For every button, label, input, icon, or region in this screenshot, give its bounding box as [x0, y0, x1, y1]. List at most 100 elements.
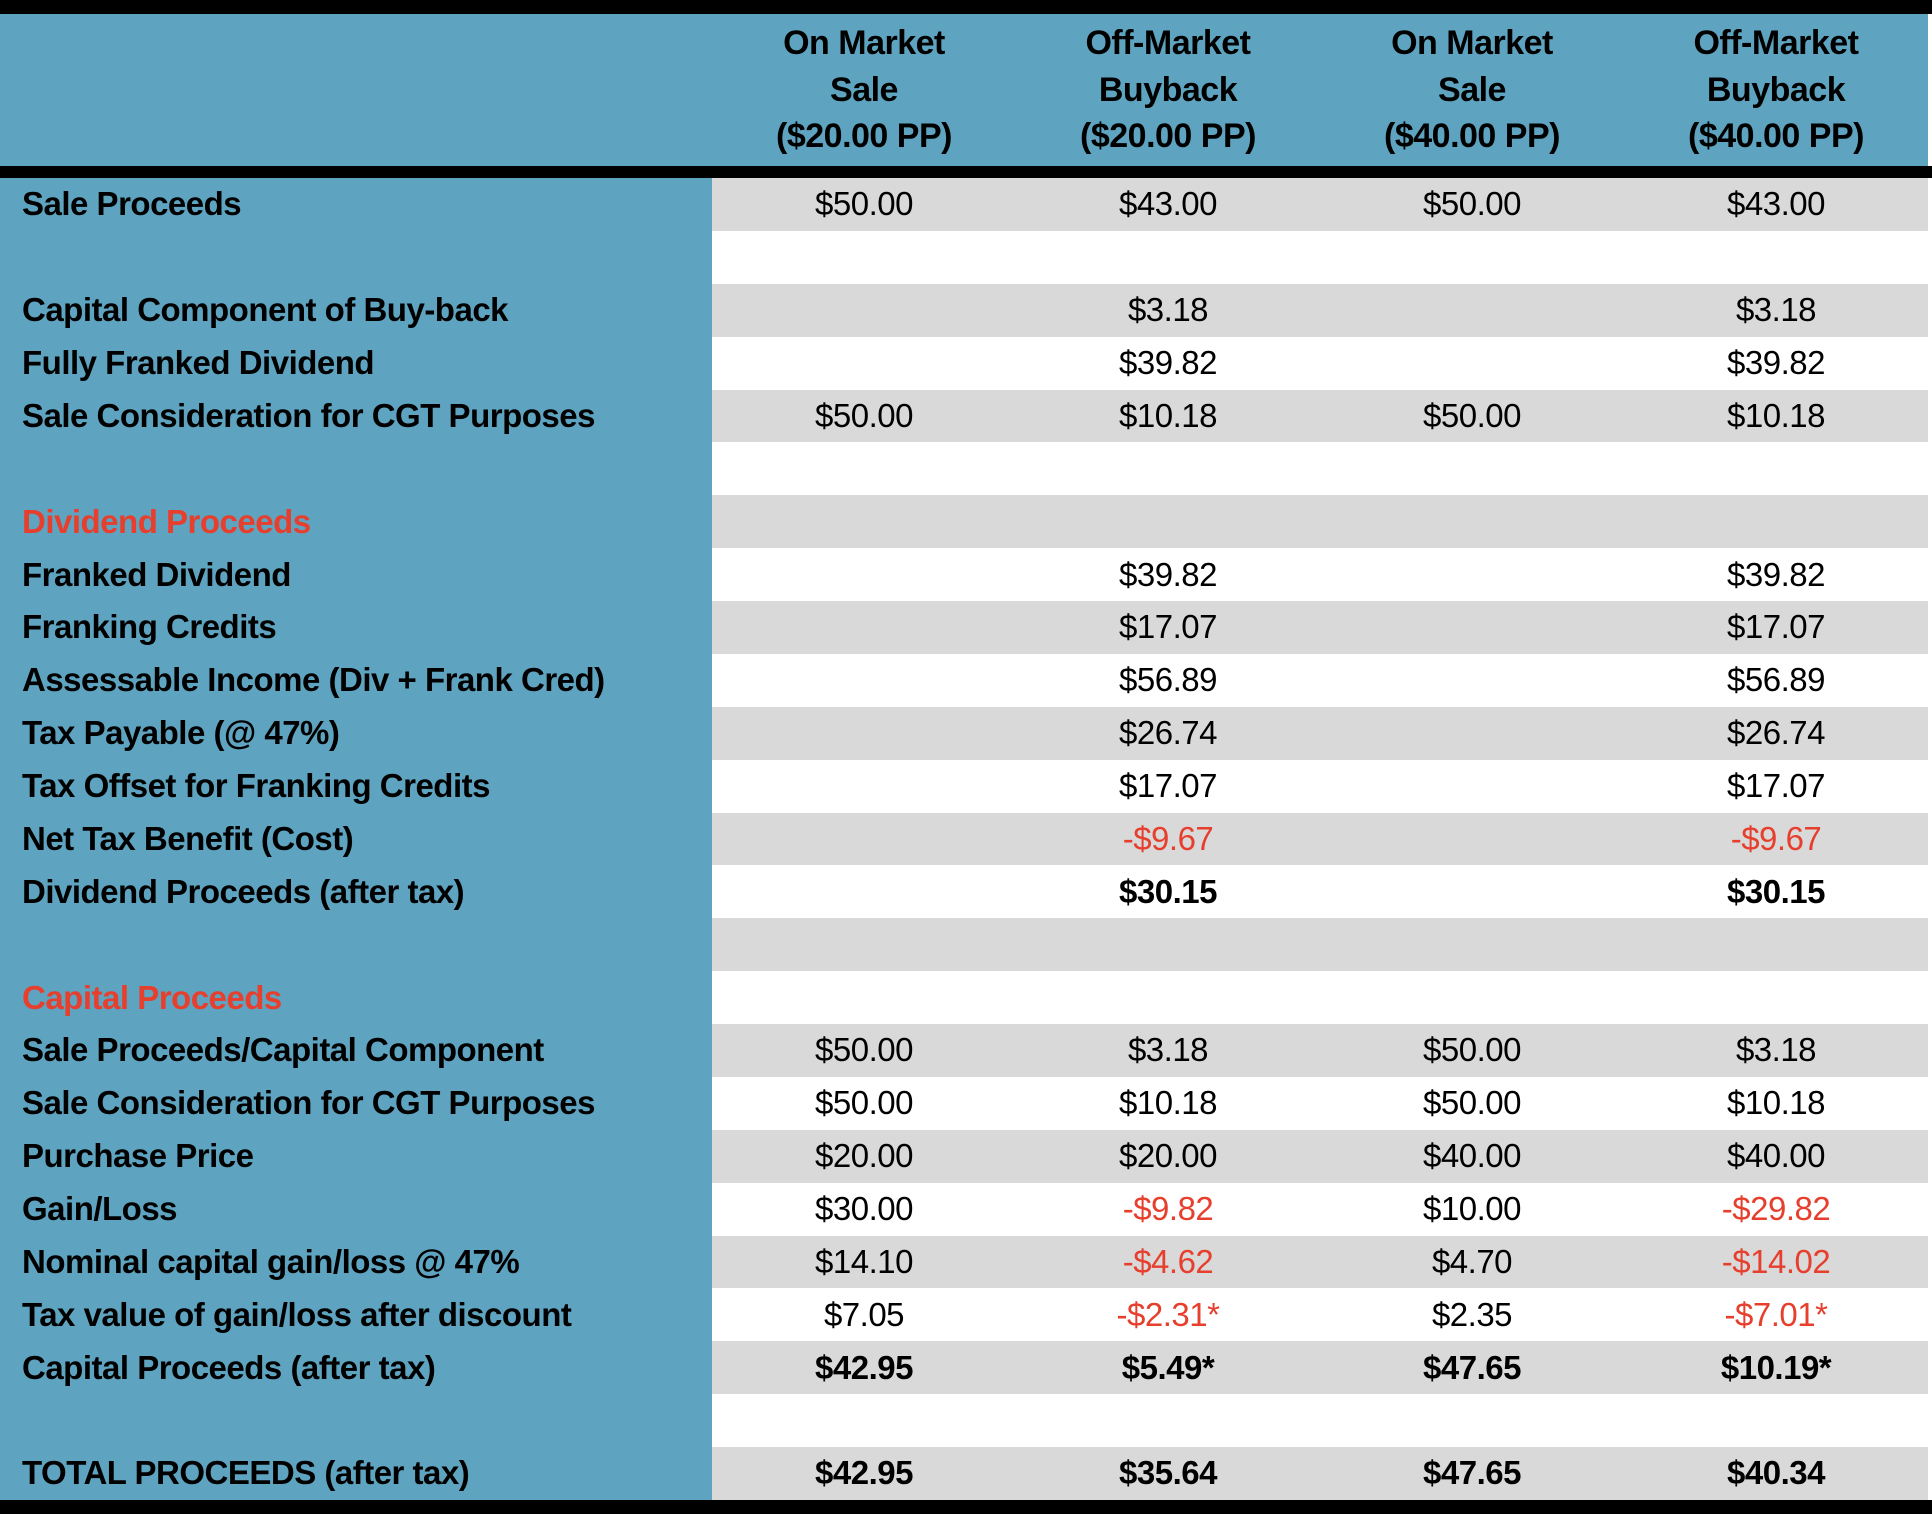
value-cell	[712, 601, 1016, 654]
value-cell: $2.35	[1320, 1288, 1624, 1342]
row-label: Franked Dividend	[0, 548, 712, 601]
value-cell: $40.00	[1624, 1129, 1928, 1183]
value-cell: $56.89	[1016, 653, 1320, 707]
value-cell: $17.07	[1624, 759, 1928, 813]
value-cell	[1320, 548, 1624, 601]
value-cell: $39.82	[1016, 336, 1320, 390]
value-cell	[1320, 601, 1624, 654]
value-cell: -$4.62	[1016, 1235, 1320, 1289]
value-cell	[1320, 336, 1624, 390]
value-cell: $39.82	[1624, 336, 1928, 390]
value-cell	[1624, 230, 1928, 284]
value-cell	[1320, 918, 1624, 972]
value-cell	[712, 1394, 1016, 1447]
value-cell: $3.18	[1016, 1024, 1320, 1077]
table-row: Sale Consideration for CGT Purposes $50.…	[0, 1076, 1932, 1130]
value-cell: $26.74	[1624, 706, 1928, 760]
table-row: Capital Proceeds	[0, 971, 1932, 1024]
row-label	[0, 230, 712, 284]
value-cell: -$2.31*	[1016, 1288, 1320, 1342]
value-cell: $56.89	[1624, 653, 1928, 707]
bottom-border	[0, 1500, 1932, 1514]
value-cell: $20.00	[712, 1129, 1016, 1183]
table-row: Capital Proceeds (after tax) $42.95 $5.49…	[0, 1341, 1932, 1395]
value-cell	[1320, 759, 1624, 813]
value-cell: $10.00	[1320, 1182, 1624, 1236]
value-cell	[1320, 283, 1624, 337]
value-cell	[712, 283, 1016, 337]
value-cell: -$9.67	[1016, 812, 1320, 866]
table-body: Sale Proceeds $50.00 $43.00 $50.00 $43.00 C…	[0, 178, 1932, 1500]
row-label	[0, 918, 712, 972]
top-border	[0, 0, 1932, 14]
value-cell	[712, 865, 1016, 919]
value-cell: $10.19*	[1624, 1341, 1928, 1395]
value-cell: $47.65	[1320, 1341, 1624, 1395]
row-label: Nominal capital gain/loss @ 47%	[0, 1235, 712, 1289]
value-cell: $50.00	[1320, 178, 1624, 231]
value-cell	[1624, 1394, 1928, 1447]
value-cell	[1320, 706, 1624, 760]
value-cell	[712, 548, 1016, 601]
value-cell	[712, 706, 1016, 760]
row-label: Sale Proceeds	[0, 178, 712, 231]
table-row: Sale Proceeds/Capital Component $50.00 $3…	[0, 1024, 1932, 1077]
column-header: On Market Sale ($40.00 PP)	[1320, 14, 1624, 166]
row-label: Fully Franked Dividend	[0, 336, 712, 390]
row-label	[0, 442, 712, 496]
value-cell	[1016, 918, 1320, 972]
column-header: Off-Market Buyback ($40.00 PP)	[1624, 14, 1928, 166]
row-label: TOTAL PROCEEDS (after tax)	[0, 1447, 712, 1500]
row-label: Capital Proceeds	[0, 971, 712, 1024]
header-label-spacer	[0, 14, 712, 166]
value-cell	[1624, 971, 1928, 1024]
row-label: Net Tax Benefit (Cost)	[0, 812, 712, 866]
value-cell	[1320, 865, 1624, 919]
value-cell: $35.64	[1016, 1447, 1320, 1500]
row-label: Sale Consideration for CGT Purposes	[0, 1076, 712, 1130]
value-cell: $17.07	[1016, 759, 1320, 813]
value-cell	[1320, 1394, 1624, 1447]
value-cell: -$9.67	[1624, 812, 1928, 866]
row-label	[0, 1394, 712, 1447]
table-row: Tax Payable (@ 47%) $26.74 $26.74	[0, 706, 1932, 760]
table-row: Capital Component of Buy-back $3.18 $3.18	[0, 283, 1932, 337]
row-label: Tax value of gain/loss after discount	[0, 1288, 712, 1342]
value-cell: $43.00	[1016, 178, 1320, 231]
value-cell: $50.00	[1320, 1076, 1624, 1130]
value-cell: $47.65	[1320, 1447, 1624, 1500]
value-cell: $17.07	[1016, 601, 1320, 654]
table-row: Franked Dividend $39.82 $39.82	[0, 548, 1932, 601]
value-cell: $10.18	[1016, 1076, 1320, 1130]
row-label: Franking Credits	[0, 601, 712, 654]
row-label: Purchase Price	[0, 1129, 712, 1183]
table-row: Nominal capital gain/loss @ 47% $14.10 -$…	[0, 1235, 1932, 1289]
value-cell: $30.15	[1016, 865, 1320, 919]
value-cell	[712, 442, 1016, 496]
value-cell: $50.00	[712, 178, 1016, 231]
value-cell: -$29.82	[1624, 1182, 1928, 1236]
value-cell: $42.95	[712, 1341, 1016, 1395]
value-cell: $10.18	[1624, 389, 1928, 443]
row-label: Sale Proceeds/Capital Component	[0, 1024, 712, 1077]
value-cell	[1016, 230, 1320, 284]
table-row: Fully Franked Dividend $39.82 $39.82	[0, 336, 1932, 390]
value-cell: $50.00	[712, 389, 1016, 443]
value-cell: $17.07	[1624, 601, 1928, 654]
value-cell: $50.00	[1320, 1024, 1624, 1077]
value-cell: $50.00	[712, 1076, 1016, 1130]
table-row: TOTAL PROCEEDS (after tax) $42.95 $35.64 $…	[0, 1447, 1932, 1500]
value-cell: -$9.82	[1016, 1182, 1320, 1236]
value-cell	[1016, 495, 1320, 549]
value-cell: $43.00	[1624, 178, 1928, 231]
value-cell: $7.05	[712, 1288, 1016, 1342]
value-cell	[1320, 812, 1624, 866]
row-label: Assessable Income (Div + Frank Cred)	[0, 653, 712, 707]
value-cell	[1016, 442, 1320, 496]
value-cell: $14.10	[712, 1235, 1016, 1289]
value-cell: $3.18	[1624, 1024, 1928, 1077]
value-cell: $40.00	[1320, 1129, 1624, 1183]
row-label: Sale Consideration for CGT Purposes	[0, 389, 712, 443]
row-label: Capital Proceeds (after tax)	[0, 1341, 712, 1395]
